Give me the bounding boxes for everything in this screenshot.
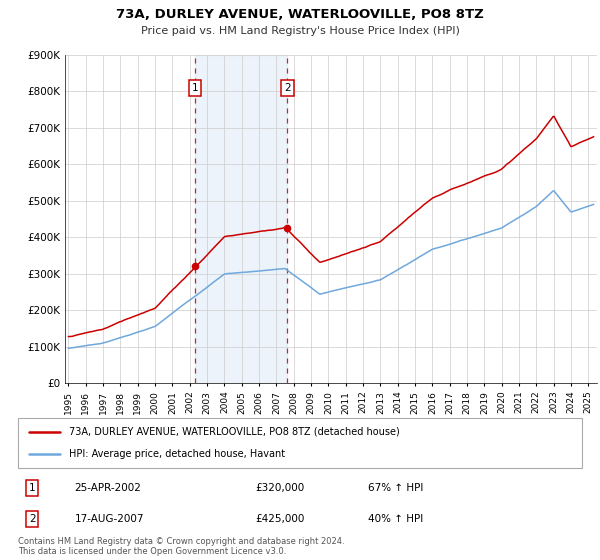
Text: 2: 2 (29, 514, 35, 524)
Text: 17-AUG-2007: 17-AUG-2007 (74, 514, 144, 524)
Text: 67% ↑ HPI: 67% ↑ HPI (368, 483, 423, 493)
Text: Price paid vs. HM Land Registry's House Price Index (HPI): Price paid vs. HM Land Registry's House … (140, 26, 460, 36)
Text: 1: 1 (192, 83, 199, 93)
Text: 2: 2 (284, 83, 290, 93)
Text: 25-APR-2002: 25-APR-2002 (74, 483, 141, 493)
Text: HPI: Average price, detached house, Havant: HPI: Average price, detached house, Hava… (69, 449, 285, 459)
FancyBboxPatch shape (18, 418, 582, 468)
Text: 73A, DURLEY AVENUE, WATERLOOVILLE, PO8 8TZ (detached house): 73A, DURLEY AVENUE, WATERLOOVILLE, PO8 8… (69, 427, 400, 437)
Text: 1: 1 (29, 483, 35, 493)
Text: £425,000: £425,000 (255, 514, 304, 524)
Text: 40% ↑ HPI: 40% ↑ HPI (368, 514, 423, 524)
Text: 73A, DURLEY AVENUE, WATERLOOVILLE, PO8 8TZ: 73A, DURLEY AVENUE, WATERLOOVILLE, PO8 8… (116, 8, 484, 21)
Bar (195, 55, 287, 383)
Text: Contains HM Land Registry data © Crown copyright and database right 2024.
This d: Contains HM Land Registry data © Crown c… (18, 537, 344, 557)
Text: £320,000: £320,000 (255, 483, 304, 493)
